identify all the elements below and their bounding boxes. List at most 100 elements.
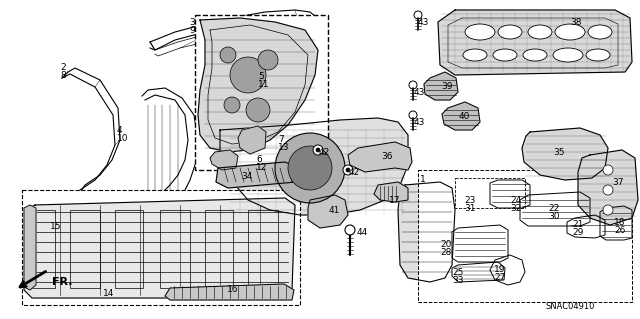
- Polygon shape: [374, 182, 408, 202]
- Text: 43: 43: [414, 88, 426, 97]
- Text: 9: 9: [189, 26, 195, 35]
- Circle shape: [313, 145, 323, 155]
- Polygon shape: [24, 198, 295, 298]
- Text: 12: 12: [256, 163, 268, 172]
- Text: 23: 23: [464, 196, 476, 205]
- Circle shape: [316, 148, 320, 152]
- Text: 25: 25: [452, 268, 463, 277]
- Text: 20: 20: [440, 240, 451, 249]
- Circle shape: [246, 98, 270, 122]
- Circle shape: [603, 185, 613, 195]
- Text: 42: 42: [319, 148, 330, 157]
- Polygon shape: [522, 128, 608, 180]
- Polygon shape: [424, 72, 458, 100]
- Circle shape: [288, 146, 332, 190]
- Polygon shape: [220, 118, 408, 215]
- Text: 29: 29: [572, 228, 584, 237]
- Bar: [70, 210, 100, 288]
- Ellipse shape: [493, 49, 517, 61]
- Polygon shape: [210, 150, 238, 170]
- Circle shape: [409, 81, 417, 89]
- Text: 38: 38: [570, 18, 582, 27]
- Text: 24: 24: [510, 196, 521, 205]
- Text: 39: 39: [441, 82, 452, 91]
- Text: 43: 43: [418, 18, 429, 27]
- Text: 2: 2: [60, 63, 66, 72]
- Ellipse shape: [553, 48, 583, 62]
- Text: 15: 15: [50, 222, 61, 231]
- Bar: [22, 190, 300, 305]
- Bar: [205, 210, 233, 288]
- Circle shape: [603, 205, 613, 215]
- Polygon shape: [24, 205, 36, 290]
- Circle shape: [345, 225, 355, 235]
- Bar: [195, 15, 328, 170]
- Ellipse shape: [463, 49, 487, 61]
- Text: 11: 11: [258, 80, 269, 89]
- Text: 40: 40: [459, 112, 470, 121]
- Text: 35: 35: [553, 148, 564, 157]
- Text: 26: 26: [614, 226, 625, 235]
- Circle shape: [275, 133, 345, 203]
- Text: 30: 30: [548, 212, 559, 221]
- Text: SNAC04910: SNAC04910: [546, 302, 595, 311]
- Polygon shape: [578, 150, 638, 225]
- Circle shape: [230, 57, 266, 93]
- Text: 33: 33: [452, 276, 463, 285]
- Text: 21: 21: [572, 220, 584, 229]
- Bar: [455, 178, 525, 208]
- Ellipse shape: [528, 25, 552, 39]
- Circle shape: [414, 11, 422, 19]
- Text: 27: 27: [494, 273, 506, 282]
- Bar: [248, 210, 278, 288]
- Text: 16: 16: [227, 285, 239, 294]
- Polygon shape: [348, 142, 412, 172]
- Text: 18: 18: [614, 218, 625, 227]
- Ellipse shape: [498, 25, 522, 39]
- Circle shape: [258, 50, 278, 70]
- Polygon shape: [216, 162, 298, 188]
- Text: 5: 5: [258, 72, 264, 81]
- Polygon shape: [198, 18, 318, 152]
- Bar: [418, 170, 632, 302]
- Text: 8: 8: [60, 71, 66, 80]
- Text: 34: 34: [241, 172, 252, 181]
- Bar: [30, 210, 55, 288]
- Polygon shape: [398, 182, 455, 282]
- Ellipse shape: [588, 25, 612, 39]
- Ellipse shape: [555, 24, 585, 40]
- Circle shape: [409, 111, 417, 119]
- Text: 3: 3: [189, 18, 195, 27]
- Text: 22: 22: [548, 204, 559, 213]
- Text: 14: 14: [103, 289, 115, 298]
- Bar: [160, 210, 190, 288]
- Polygon shape: [238, 126, 266, 154]
- Text: 28: 28: [440, 248, 451, 257]
- Text: 37: 37: [612, 178, 623, 187]
- Text: 32: 32: [510, 204, 522, 213]
- Circle shape: [603, 165, 613, 175]
- Ellipse shape: [465, 24, 495, 40]
- Text: 31: 31: [464, 204, 476, 213]
- Polygon shape: [438, 10, 632, 75]
- Text: 43: 43: [414, 118, 426, 127]
- Polygon shape: [308, 195, 348, 228]
- Text: 44: 44: [357, 228, 368, 237]
- Bar: [115, 210, 143, 288]
- Circle shape: [224, 97, 240, 113]
- Ellipse shape: [523, 49, 547, 61]
- Text: 10: 10: [117, 134, 129, 143]
- Circle shape: [343, 165, 353, 175]
- Text: 4: 4: [117, 126, 123, 135]
- Text: 41: 41: [329, 206, 340, 215]
- Text: 17: 17: [389, 196, 401, 205]
- Circle shape: [220, 47, 236, 63]
- Text: 7: 7: [278, 135, 284, 144]
- Text: 6: 6: [256, 155, 262, 164]
- Circle shape: [346, 168, 350, 172]
- Text: 36: 36: [381, 152, 392, 161]
- Text: FR.: FR.: [52, 277, 72, 287]
- Ellipse shape: [586, 49, 610, 61]
- Text: 19: 19: [494, 265, 506, 274]
- Polygon shape: [165, 284, 294, 300]
